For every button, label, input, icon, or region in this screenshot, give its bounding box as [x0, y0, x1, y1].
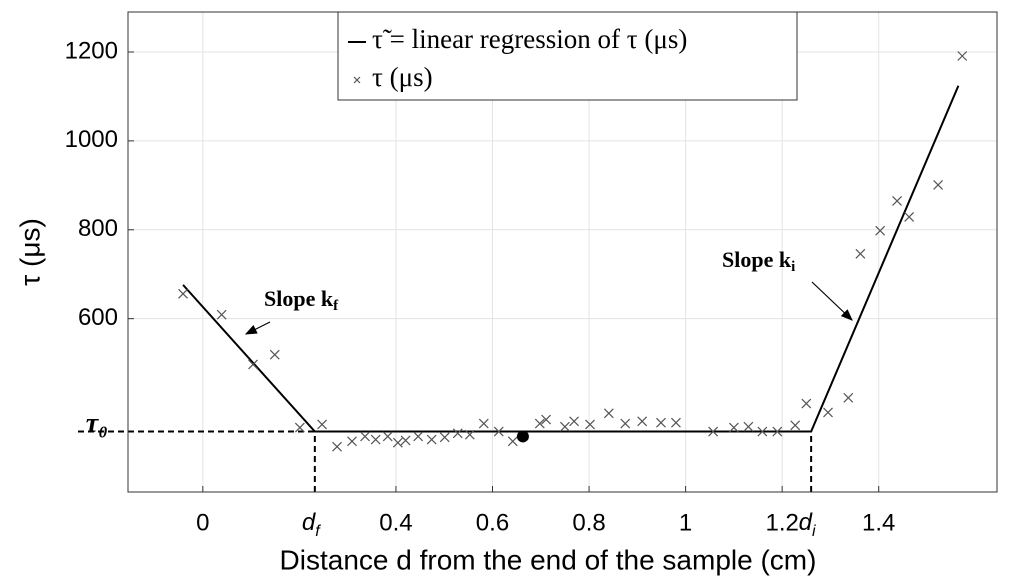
- legend-box: [337, 11, 798, 101]
- marker: [585, 419, 595, 430]
- x-tick-label-main: d: [799, 509, 813, 536]
- marker: [855, 248, 866, 259]
- marker: [892, 195, 902, 206]
- x-tick-label: 0.4: [379, 509, 412, 536]
- marker: [875, 225, 886, 236]
- marker: [248, 359, 258, 370]
- y-tick-label: 600: [78, 304, 118, 331]
- x-tick-label: 1: [679, 509, 692, 536]
- marker: [332, 441, 342, 452]
- marker: [382, 431, 393, 442]
- marker: [478, 418, 489, 429]
- x-tick-label: 0.6: [476, 509, 509, 536]
- marker: [801, 398, 812, 409]
- marker: [507, 436, 518, 447]
- marker: [823, 407, 833, 418]
- x-tick-label: 1.4: [862, 509, 895, 536]
- marker: [534, 418, 545, 429]
- plot-area: [78, 51, 968, 492]
- annotation-text: Slope k: [722, 247, 792, 272]
- marker: [904, 211, 915, 222]
- marker: [757, 426, 768, 437]
- x-tick-label: di: [799, 509, 816, 540]
- marker: [426, 434, 437, 445]
- marker: [464, 429, 475, 440]
- marker: [269, 349, 280, 360]
- regression-line: [182, 85, 960, 433]
- annotation-arrow: [244, 321, 271, 335]
- marker: [370, 434, 381, 445]
- marker: [392, 437, 403, 448]
- marker: [603, 408, 614, 419]
- marker: [790, 420, 801, 431]
- marker: [843, 392, 854, 403]
- marker: [728, 422, 739, 433]
- annotation-text: Slope k: [264, 286, 334, 311]
- marker: [957, 51, 968, 61]
- marker: [933, 179, 944, 190]
- marker: [541, 414, 552, 425]
- marker: [452, 428, 463, 439]
- x-tick-label: 0: [196, 509, 209, 536]
- marker: [439, 432, 450, 443]
- marker: [178, 288, 188, 299]
- highlight-point: [516, 430, 529, 443]
- marker: [317, 419, 328, 430]
- y-tick-label: 1200: [65, 37, 118, 64]
- legend: τ̃ = linear regression of τ (μs) τ (μs): [337, 11, 798, 101]
- annotation-sub: f: [333, 298, 339, 314]
- marker: [413, 431, 424, 442]
- x-tick-label-sub: f: [315, 523, 321, 540]
- marker: [353, 76, 361, 84]
- marker: [559, 421, 570, 432]
- annotation: Slope ki: [722, 247, 795, 275]
- marker: [493, 426, 504, 437]
- legend-label: τ (μs): [372, 62, 433, 92]
- x-tick-label: 0.8: [572, 509, 605, 536]
- legend-label: τ̃ = linear regression of τ (μs): [372, 24, 687, 54]
- annotation-sub: i: [791, 259, 795, 275]
- marker: [360, 431, 370, 442]
- y-tick-label: 1000: [65, 126, 118, 153]
- y-axis-label: τ (μs): [14, 218, 45, 286]
- x-tick-label: 1.2: [765, 509, 798, 536]
- marker: [216, 309, 227, 320]
- marker: [569, 416, 580, 427]
- marker: [347, 436, 357, 447]
- marker: [671, 417, 681, 428]
- y-tick-label: 800: [78, 215, 118, 242]
- x-axis-label: Distance d from the end of the sample (c…: [280, 544, 817, 575]
- annotation-arrow: [811, 281, 853, 321]
- marker: [637, 416, 648, 427]
- marker: [708, 426, 719, 437]
- x-tick-label: df: [302, 509, 321, 540]
- marker: [743, 421, 754, 432]
- marker: [400, 435, 411, 446]
- marker: [294, 422, 305, 433]
- x-tick-label-sub: i: [812, 523, 816, 540]
- x-tick-label-main: d: [302, 509, 316, 536]
- marker: [656, 417, 666, 428]
- marker: [620, 418, 631, 429]
- marker: [772, 426, 783, 437]
- annotation: Slope kf: [264, 286, 339, 314]
- y-tick-label: τ₀: [86, 408, 108, 439]
